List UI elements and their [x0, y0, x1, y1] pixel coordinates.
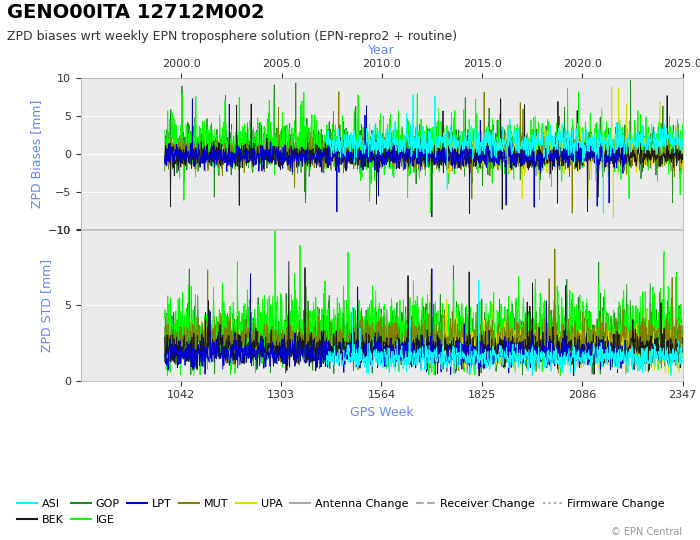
X-axis label: GPS Week: GPS Week: [350, 406, 413, 419]
Y-axis label: ZPD STD [mm]: ZPD STD [mm]: [40, 259, 52, 352]
Text: ZPD biases wrt weekly EPN troposphere solution (EPN-repro2 + routine): ZPD biases wrt weekly EPN troposphere so…: [7, 30, 457, 43]
Text: GENO00ITA 12712M002: GENO00ITA 12712M002: [7, 3, 265, 22]
X-axis label: Year: Year: [368, 44, 395, 57]
Y-axis label: ZPD Biases [mm]: ZPD Biases [mm]: [30, 100, 43, 208]
Text: © EPN Central: © EPN Central: [611, 527, 682, 537]
Legend: ASI, BEK, GOP, IGE, LPT, MUT, UPA, Antenna Change, Receiver Change, Firmware Cha: ASI, BEK, GOP, IGE, LPT, MUT, UPA, Anten…: [13, 495, 669, 529]
